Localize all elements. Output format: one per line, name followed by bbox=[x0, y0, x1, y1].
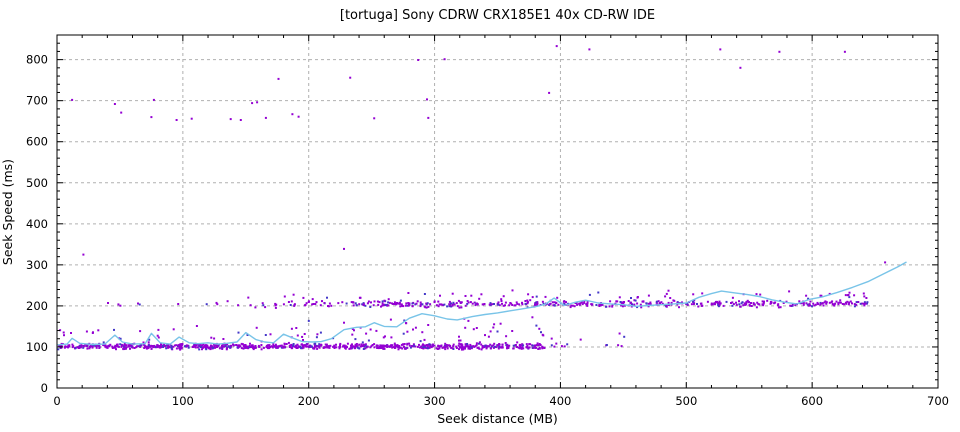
svg-text:200: 200 bbox=[26, 299, 48, 313]
tick-labels: 0 100 200 300 400 500 600 700 0 100 200 300 400 500 60… bbox=[26, 53, 949, 408]
svg-text:700: 700 bbox=[927, 394, 949, 408]
svg-text:600: 600 bbox=[26, 135, 48, 149]
scatter-points bbox=[57, 289, 869, 351]
svg-text:500: 500 bbox=[26, 176, 48, 190]
svg-text:100: 100 bbox=[26, 340, 48, 354]
svg-text:200: 200 bbox=[298, 394, 320, 408]
svg-text:400: 400 bbox=[26, 217, 48, 231]
outlier-points bbox=[71, 45, 887, 264]
svg-text:600: 600 bbox=[801, 394, 823, 408]
svg-text:700: 700 bbox=[26, 94, 48, 108]
grid-lines bbox=[57, 35, 939, 388]
chart-title: [tortuga] Sony CDRW CRX185E1 40x CD-RW I… bbox=[339, 8, 656, 23]
svg-text:0: 0 bbox=[41, 381, 48, 395]
plot-border-and-ticks bbox=[56, 34, 939, 389]
svg-text:400: 400 bbox=[549, 394, 571, 408]
svg-text:300: 300 bbox=[424, 394, 446, 408]
svg-text:500: 500 bbox=[675, 394, 697, 408]
svg-text:100: 100 bbox=[172, 394, 194, 408]
svg-text:800: 800 bbox=[26, 53, 48, 67]
svg-text:300: 300 bbox=[26, 258, 48, 272]
average-seek-line bbox=[56, 261, 907, 346]
svg-text:0: 0 bbox=[53, 394, 60, 408]
x-axis-label: Seek distance (MB) bbox=[437, 411, 558, 426]
